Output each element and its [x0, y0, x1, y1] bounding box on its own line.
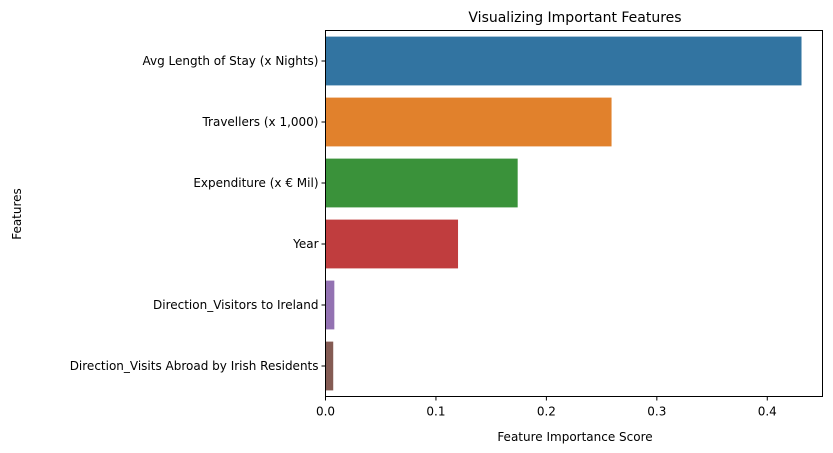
x-axis-title: Feature Importance Score [497, 430, 652, 444]
chart-title: Visualizing Important Features [468, 10, 681, 26]
y-category-label-2: Expenditure (x € Mil) [193, 176, 318, 190]
x-tick-label-3: 0.3 [647, 405, 666, 419]
plot-frame [325, 30, 823, 397]
bar-1 [325, 97, 612, 147]
y-category-label-5: Direction_Visits Abroad by Irish Residen… [70, 359, 319, 373]
x-tick-group: 0.0 0.1 0.2 0.3 0.4 [316, 396, 777, 419]
y-category-label-1: Travellers (x 1,000) [201, 115, 318, 129]
bars-group [325, 36, 802, 391]
y-category-label-3: Year [292, 237, 318, 251]
bar-4 [325, 280, 335, 330]
bar-3 [325, 219, 459, 269]
x-tick-label-0: 0.0 [316, 405, 335, 419]
x-tick-label-2: 0.2 [537, 405, 556, 419]
bar-5 [325, 341, 334, 391]
x-tick-label-1: 0.1 [426, 405, 445, 419]
x-tick-label-4: 0.4 [758, 405, 777, 419]
y-category-label-4: Direction_Visitors to Ireland [153, 298, 319, 312]
y-category-label-0: Avg Length of Stay (x Nights) [143, 54, 319, 68]
bar-2 [325, 158, 518, 208]
y-axis-title: Features [10, 188, 24, 240]
y-category-labels: Avg Length of Stay (x Nights) Travellers … [70, 54, 326, 373]
bar-0 [325, 36, 802, 86]
